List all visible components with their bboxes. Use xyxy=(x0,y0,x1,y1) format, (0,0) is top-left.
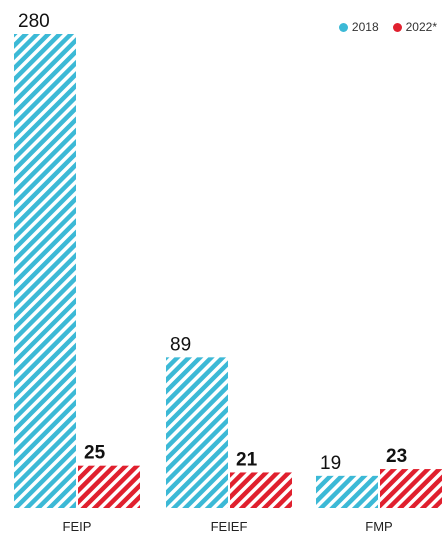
legend-label-2022: 2022* xyxy=(405,20,437,34)
legend-item-2022: 2022* xyxy=(392,20,437,34)
bar-feip-2022 xyxy=(78,465,140,508)
data-label-feief-2018: 89 xyxy=(170,334,191,355)
legend-swatch-2022 xyxy=(392,22,402,32)
data-label-feip-2018: 280 xyxy=(18,11,50,32)
bar-feief-2022 xyxy=(230,472,292,508)
legend-swatch-2018 xyxy=(338,22,348,32)
legend: 2018 2022* xyxy=(338,20,437,34)
legend-label-2018: 2018 xyxy=(351,20,379,34)
category-label-feip: FEIP xyxy=(63,519,92,534)
bar-feief-2018 xyxy=(166,357,228,508)
bars-group xyxy=(14,34,442,508)
category-label-feief: FEIEF xyxy=(211,519,248,534)
data-label-fmp-2022: 23 xyxy=(386,446,407,467)
legend-item-2018: 2018 xyxy=(338,20,379,34)
data-label-fmp-2018: 19 xyxy=(320,453,341,474)
bar-fmp-2022 xyxy=(380,469,442,508)
data-label-feip-2022: 25 xyxy=(84,443,106,464)
labels-group: 280 25 FEIP 89 21 FEIEF 19 23 FMP xyxy=(18,11,407,534)
bar-feip-2018 xyxy=(14,34,76,508)
bar-fmp-2018 xyxy=(316,475,378,508)
category-label-fmp: FMP xyxy=(365,519,392,534)
data-label-feief-2022: 21 xyxy=(236,449,258,470)
